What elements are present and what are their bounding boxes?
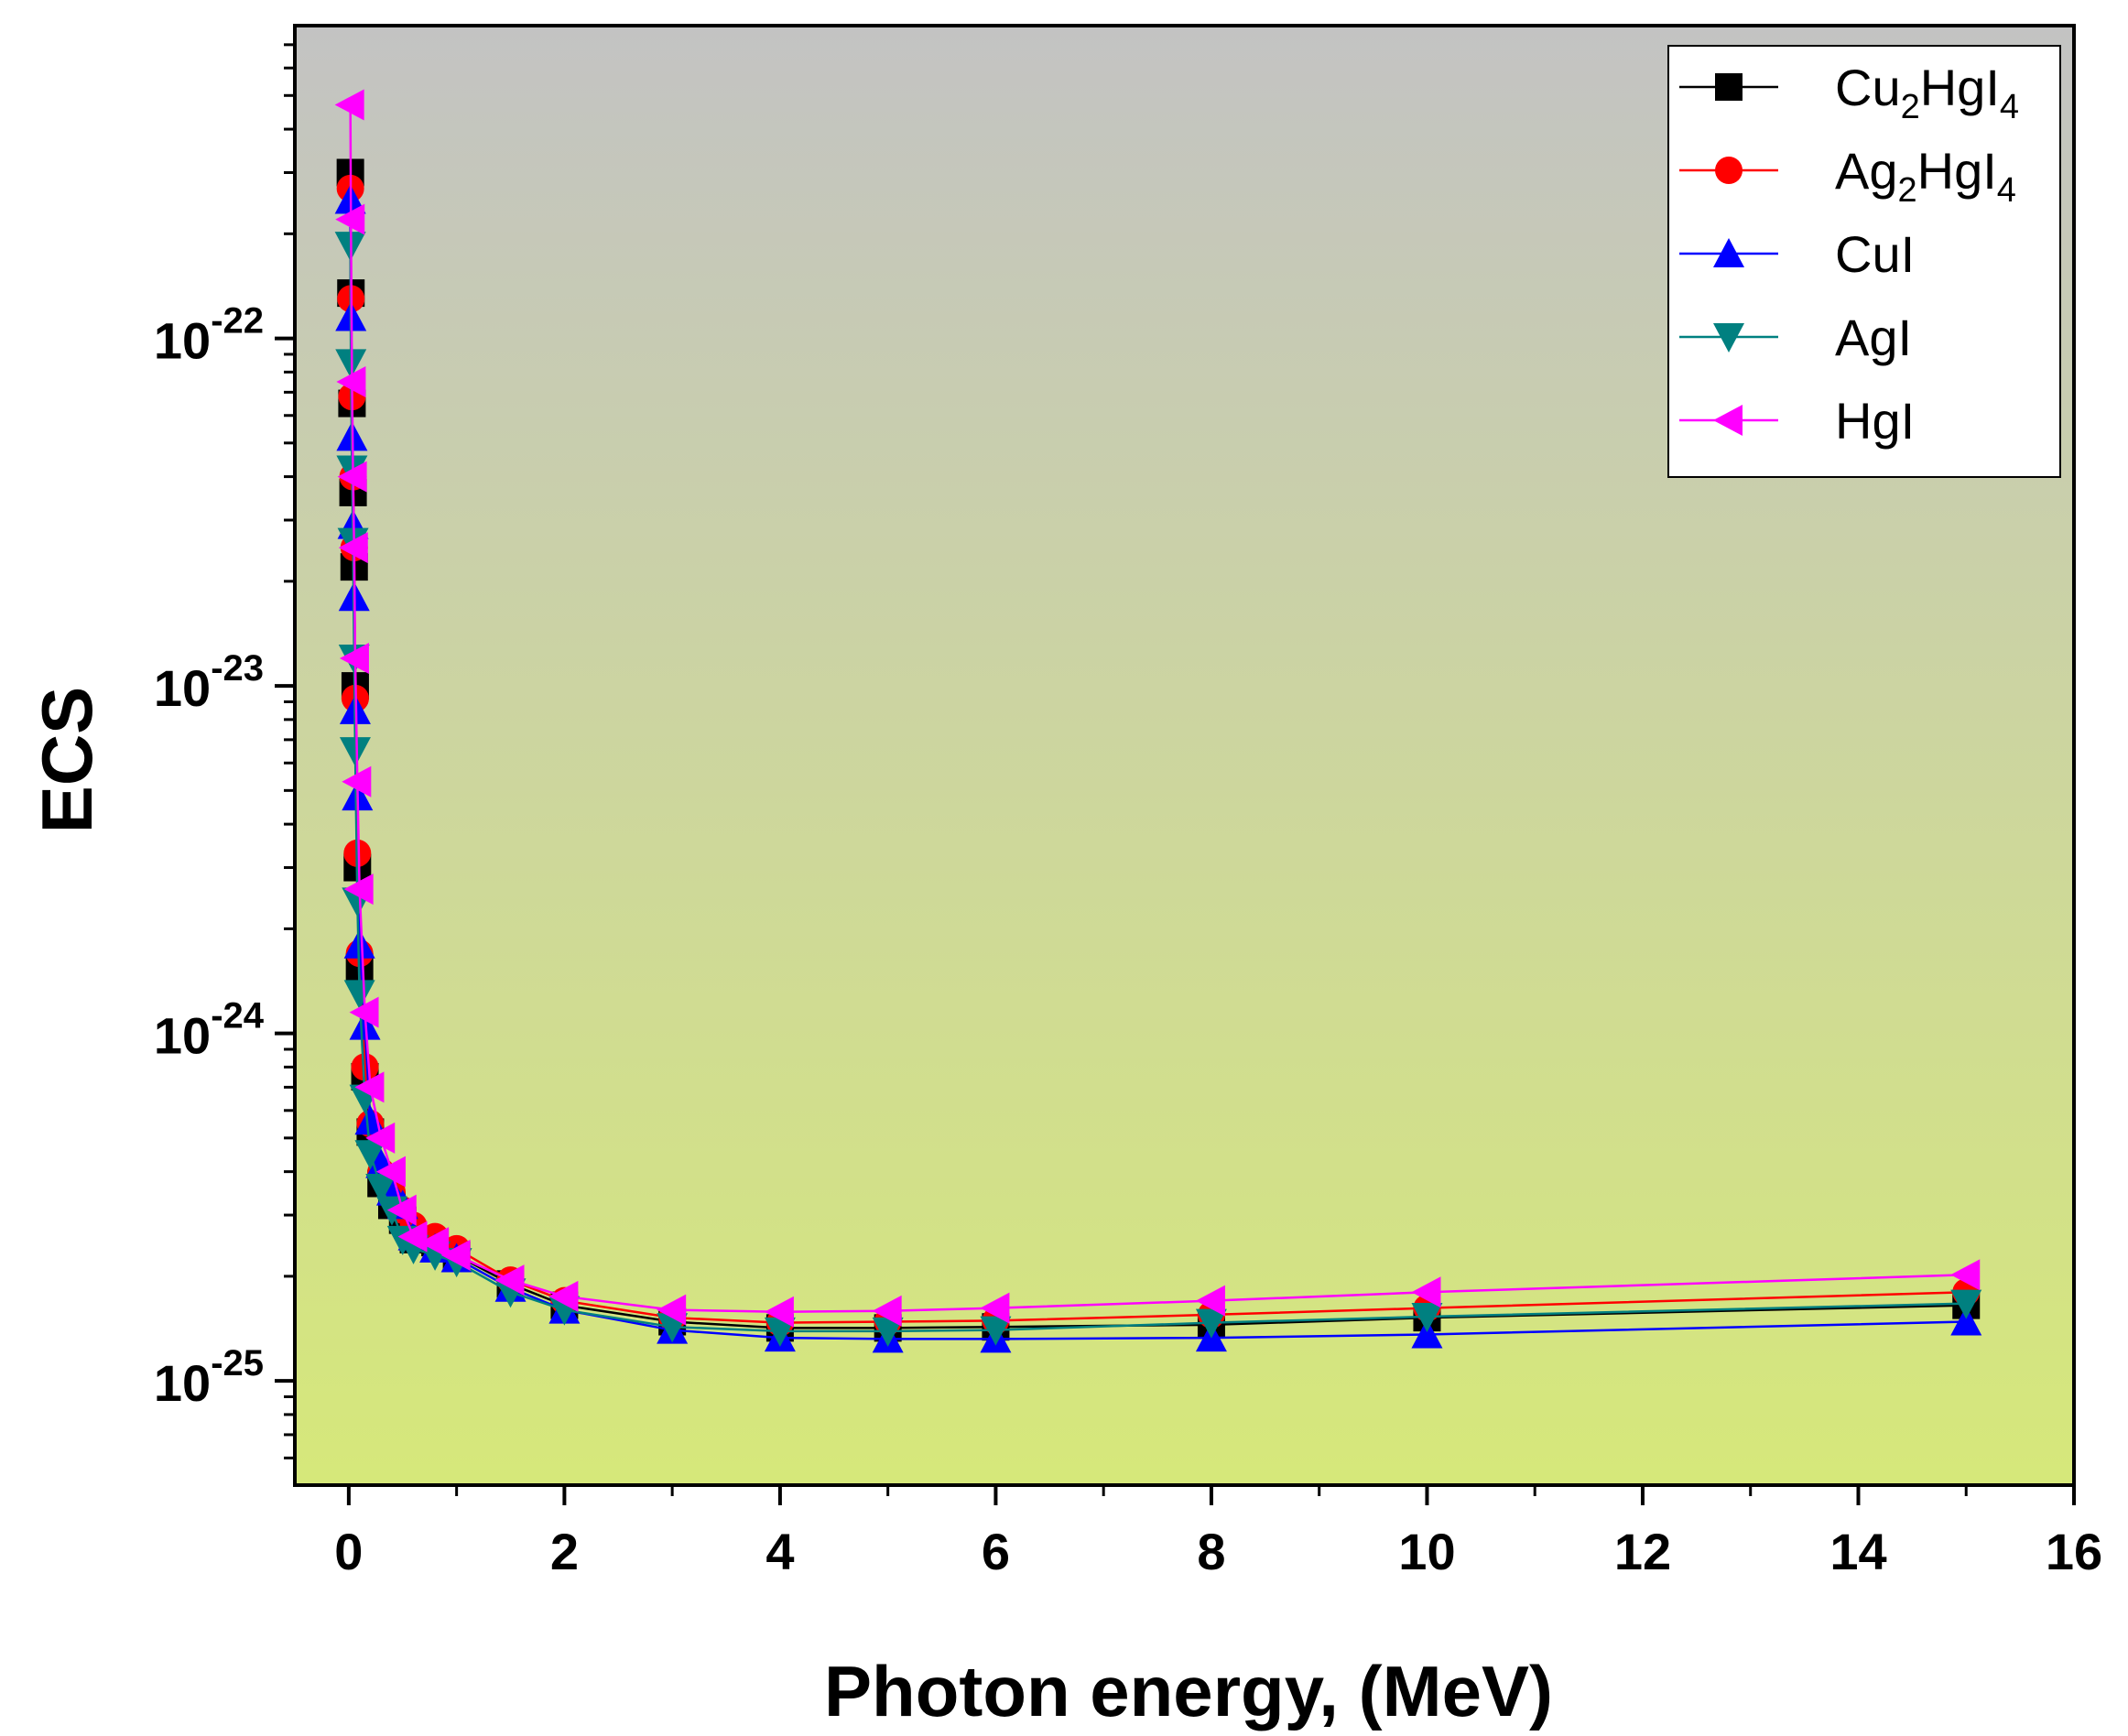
data-point-hgi (343, 873, 374, 906)
data-point-hgi (334, 89, 364, 121)
data-point-agi (1950, 1289, 1982, 1319)
data-point-cui (1950, 1306, 1982, 1336)
data-point-cui (343, 928, 375, 959)
x-axis-ticks: 0 2 4 6 8 10 12 14 16 (334, 1485, 2102, 1580)
legend-item-cui: CuI (1679, 225, 1915, 283)
x-tick-label: 4 (765, 1523, 794, 1580)
data-point-hgi (338, 532, 368, 564)
legend-label-cui: CuI (1835, 225, 1915, 283)
data-point-hgi (336, 365, 366, 397)
data-point-hgi (764, 1296, 794, 1328)
data-point-hgi (1195, 1285, 1225, 1317)
x-tick-label: 12 (1614, 1523, 1671, 1580)
data-point-agi (1411, 1303, 1443, 1333)
legend-label-agi: AgI (1835, 309, 1912, 366)
data-point-hgi (342, 765, 372, 797)
data-point-hgi (386, 1194, 417, 1226)
data-point-hgi (440, 1239, 471, 1271)
data-point-agi (872, 1317, 904, 1347)
x-tick-label: 0 (334, 1523, 363, 1580)
data-point-hgi (1950, 1259, 1981, 1291)
data-point-hgi (365, 1122, 396, 1154)
x-tick-label: 14 (1829, 1523, 1886, 1580)
y-tick-label: 10-25 (154, 1343, 264, 1412)
legend-label-hgi: HgI (1835, 392, 1915, 450)
data-point-agi (343, 980, 375, 1010)
data-point-agi (1195, 1308, 1227, 1339)
data-point-hgi (339, 643, 369, 675)
x-tick-label: 8 (1197, 1523, 1225, 1580)
legend-marker-cui (1713, 238, 1744, 267)
data-point-agi (764, 1317, 796, 1347)
legend-marker-hgi (1713, 405, 1743, 436)
x-tick-label: 6 (982, 1523, 1010, 1580)
x-tick-label: 16 (2046, 1523, 2102, 1580)
legend-marker-agi (1713, 323, 1744, 353)
data-point-hgi (980, 1292, 1010, 1324)
data-point-cui (1411, 1318, 1443, 1349)
data-point-hgi (335, 203, 365, 235)
plot-frame (293, 24, 2076, 1487)
data-point-hgi (872, 1295, 902, 1327)
legend-marker-cu2hgi4 (1715, 73, 1743, 101)
data-point-hgi (397, 1221, 428, 1253)
data-point-hgi (548, 1280, 579, 1312)
data-point-agi (339, 737, 371, 767)
data-point-hgi (354, 1071, 385, 1103)
data-point-hgi (337, 461, 367, 493)
legend-marker-ag2hgi4 (1715, 157, 1743, 184)
legend-item-agi: AgI (1679, 309, 1912, 366)
data-point-hgi (375, 1156, 406, 1188)
series-layer (334, 89, 1982, 1353)
x-tick-label: 10 (1398, 1523, 1455, 1580)
x-tick-label: 2 (550, 1523, 579, 1580)
legend-label-ag2hgi4: Ag2HgI4 (1835, 142, 2016, 210)
data-point-agi (980, 1316, 1012, 1346)
data-point-hgi (657, 1294, 687, 1326)
data-point-hgi (1411, 1276, 1441, 1308)
legend-item-ag2hgi4: Ag2HgI4 (1679, 142, 2016, 210)
data-point-ag2hgi4 (351, 1053, 379, 1081)
legend: Cu2HgI4 Ag2HgI4 CuI AgI HgI (1667, 45, 2061, 478)
data-point-agi (354, 1140, 386, 1170)
x-axis-title: Photon energy, (MeV) (824, 1651, 1553, 1731)
data-point-hgi (494, 1264, 525, 1297)
y-tick-label: 10-23 (154, 648, 264, 717)
data-point-hgi (349, 996, 379, 1028)
legend-label-cu2hgi4: Cu2HgI4 (1835, 59, 2019, 126)
y-tick-label: 10-22 (154, 301, 264, 370)
series-hgi (334, 89, 1981, 1328)
y-axis-title: ECS (27, 687, 107, 833)
legend-item-cu2hgi4: Cu2HgI4 (1679, 59, 2019, 126)
y-tick-label: 10-24 (154, 996, 265, 1065)
y-axis-ticks: 10-22 10-23 10-24 10-25 (154, 43, 295, 1459)
data-point-agi (365, 1174, 397, 1204)
legend-item-hgi: HgI (1679, 392, 1915, 450)
data-point-hgi (419, 1227, 450, 1259)
